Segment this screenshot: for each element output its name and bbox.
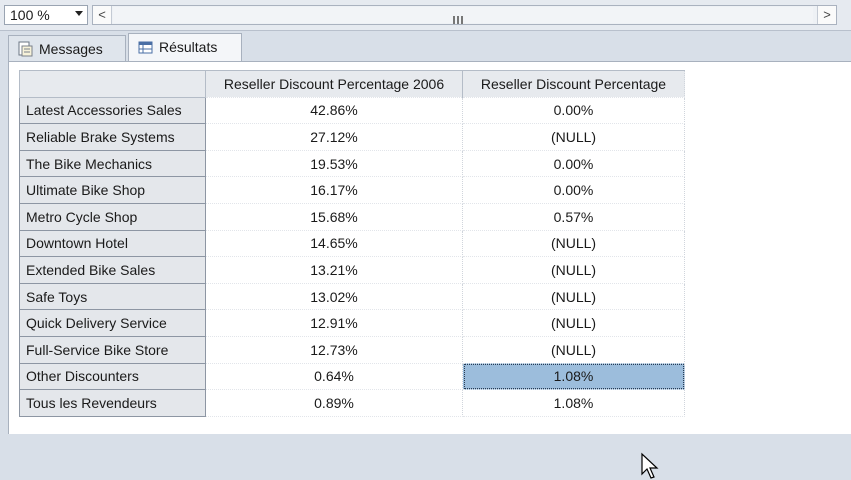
table-row: Reliable Brake Systems 27.12% (NULL) [19, 123, 685, 151]
cell-2006[interactable]: 12.73% [205, 336, 463, 364]
messages-icon [18, 41, 33, 57]
row-header[interactable]: Ultimate Bike Shop [19, 176, 206, 204]
scroll-thumb[interactable] [113, 7, 813, 24]
row-header[interactable]: Full-Service Bike Store [19, 335, 206, 364]
cell-percentage[interactable]: 0.00% [462, 97, 685, 125]
cell-percentage[interactable]: (NULL) [462, 283, 685, 311]
grip-icon [453, 11, 465, 24]
horizontal-scrollbar[interactable]: < > [92, 5, 837, 25]
table-row: Quick Delivery Service 12.91% (NULL) [19, 309, 685, 337]
row-header[interactable]: Latest Accessories Sales [19, 96, 206, 125]
row-header[interactable]: The Bike Mechanics [19, 149, 206, 178]
table-row: Full-Service Bike Store 12.73% (NULL) [19, 335, 685, 364]
table-row: Metro Cycle Shop 15.68% 0.57% [19, 202, 685, 231]
row-header[interactable]: Tous les Revendeurs [19, 389, 206, 417]
table-row: Downtown Hotel 14.65% (NULL) [19, 229, 685, 258]
table-row: Latest Accessories Sales 42.86% 0.00% [19, 96, 685, 125]
cell-2006[interactable]: 42.86% [205, 97, 463, 125]
cell-percentage[interactable]: (NULL) [462, 309, 685, 337]
row-header[interactable]: Other Discounters [19, 362, 206, 391]
cell-percentage[interactable]: 0.00% [462, 150, 685, 178]
column-header-percentage[interactable]: Reseller Discount Percentage [462, 70, 685, 98]
row-header[interactable]: Quick Delivery Service [19, 309, 206, 337]
cell-2006[interactable]: 16.17% [205, 176, 463, 204]
row-header[interactable]: Downtown Hotel [19, 229, 206, 258]
cell-2006[interactable]: 13.21% [205, 256, 463, 284]
grid-corner[interactable] [19, 70, 206, 98]
grid-icon [138, 41, 153, 54]
header-row: Reseller Discount Percentage 2006 Resell… [19, 70, 685, 98]
column-header-2006[interactable]: Reseller Discount Percentage 2006 [205, 70, 463, 98]
table-row: Extended Bike Sales 13.21% (NULL) [19, 256, 685, 284]
scroll-left-button[interactable]: < [93, 6, 112, 24]
cell-percentage[interactable]: 0.00% [462, 176, 685, 204]
cell-2006[interactable]: 0.64% [205, 363, 463, 391]
cell-percentage[interactable]: 1.08% [462, 363, 685, 391]
cell-percentage[interactable]: 0.57% [462, 203, 685, 231]
mouse-cursor-icon [641, 452, 659, 479]
results-grid: Reseller Discount Percentage 2006 Resell… [19, 70, 685, 417]
cell-percentage[interactable]: (NULL) [462, 336, 685, 364]
tab-messages-label: Messages [39, 41, 103, 57]
row-header[interactable]: Extended Bike Sales [19, 256, 206, 284]
cell-percentage[interactable]: (NULL) [462, 230, 685, 258]
cell-percentage[interactable]: (NULL) [462, 123, 685, 151]
row-header[interactable]: Reliable Brake Systems [19, 123, 206, 151]
zoom-dropdown[interactable]: 100 % [4, 5, 88, 25]
cell-2006[interactable]: 19.53% [205, 150, 463, 178]
table-row: Other Discounters 0.64% 1.08% [19, 362, 685, 391]
tab-messages[interactable]: Messages [8, 35, 126, 63]
cell-2006[interactable]: 14.65% [205, 230, 463, 258]
cell-2006[interactable]: 27.12% [205, 123, 463, 151]
row-header[interactable]: Metro Cycle Shop [19, 202, 206, 231]
cell-percentage[interactable]: (NULL) [462, 256, 685, 284]
table-row: Tous les Revendeurs 0.89% 1.08% [19, 389, 685, 417]
cell-2006[interactable]: 15.68% [205, 203, 463, 231]
toolbar: 100 % < > [0, 0, 851, 31]
table-row: Ultimate Bike Shop 16.17% 0.00% [19, 176, 685, 204]
tab-results-label: Résultats [159, 39, 218, 55]
zoom-value: 100 % [10, 7, 50, 23]
scroll-right-button[interactable]: > [817, 6, 836, 24]
results-panel: Reseller Discount Percentage 2006 Resell… [8, 61, 851, 479]
cell-2006[interactable]: 0.89% [205, 389, 463, 417]
chevron-down-icon[interactable] [75, 11, 83, 16]
table-row: Safe Toys 13.02% (NULL) [19, 282, 685, 311]
cell-2006[interactable]: 12.91% [205, 309, 463, 337]
cell-percentage[interactable]: 1.08% [462, 389, 685, 417]
cell-2006[interactable]: 13.02% [205, 283, 463, 311]
row-header[interactable]: Safe Toys [19, 282, 206, 311]
table-row: The Bike Mechanics 19.53% 0.00% [19, 149, 685, 178]
tab-results[interactable]: Résultats [128, 33, 242, 63]
